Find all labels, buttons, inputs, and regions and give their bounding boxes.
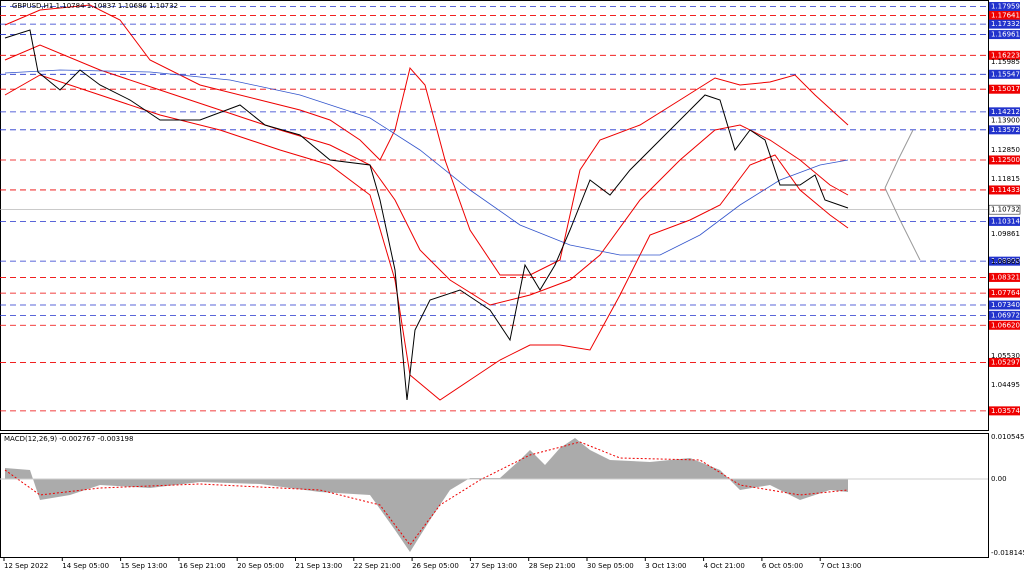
time-label: 26 Sep 05:00 — [412, 562, 459, 570]
level-label: 1.03574 — [991, 407, 1020, 415]
macd-frame — [0, 433, 989, 558]
macd-axis-label: -0.018145 — [991, 549, 1024, 557]
time-label: 28 Sep 21:00 — [529, 562, 576, 570]
projection-down — [884, 187, 921, 261]
price-label: 1.04495 — [991, 381, 1020, 389]
level-label: 1.15547 — [991, 70, 1020, 78]
level-label: 1.17641 — [991, 11, 1020, 19]
level-label: 1.16223 — [991, 51, 1020, 59]
time-label: 22 Sep 21:00 — [354, 562, 401, 570]
level-tag — [989, 30, 1020, 40]
time-label: 12 Sep 2022 — [4, 562, 48, 570]
level-tag — [989, 310, 1020, 320]
macd-axis-label: 0.00 — [991, 475, 1007, 483]
time-label: 30 Sep 05:00 — [587, 562, 634, 570]
time-label: 15 Sep 13:00 — [121, 562, 168, 570]
price-path — [4, 29, 849, 401]
current-price: 1.10732 — [991, 206, 1020, 214]
time-label: 6 Oct 05:00 — [762, 562, 803, 570]
time-label: 3 Oct 13:00 — [645, 562, 686, 570]
time-label: 16 Sep 21:00 — [179, 562, 226, 570]
time-label: 20 Sep 05:00 — [237, 562, 284, 570]
bollinger-lower — [4, 74, 849, 401]
level-tag — [989, 357, 1020, 367]
level-tag — [989, 288, 1020, 298]
level-label: 1.10314 — [991, 217, 1020, 225]
level-tag — [989, 2, 1020, 12]
level-label: 1.17332 — [991, 20, 1020, 28]
macd-title: MACD(12,26,9) -0.002767 -0.003198 — [4, 435, 133, 443]
level-tag — [989, 69, 1020, 79]
price-label: 1.11815 — [991, 175, 1020, 183]
level-label: 1.08900 — [991, 257, 1020, 265]
time-label: 7 Oct 13:00 — [820, 562, 861, 570]
moving-average — [4, 69, 849, 256]
level-label: 1.16961 — [991, 31, 1020, 39]
level-tag — [989, 406, 1020, 416]
price-label: 1.05530 — [991, 352, 1020, 360]
macd-signal — [4, 441, 849, 546]
level-label: 1.15017 — [991, 85, 1020, 93]
level-label: 1.14212 — [991, 108, 1020, 116]
macd-histogram — [5, 438, 848, 552]
level-tag — [989, 84, 1020, 94]
level-label: 1.13572 — [991, 126, 1020, 134]
main-frame — [0, 0, 989, 431]
level-label: 1.07340 — [991, 301, 1020, 309]
time-label: 14 Sep 05:00 — [62, 562, 109, 570]
level-label: 1.06972 — [991, 311, 1020, 319]
level-label: 1.05297 — [991, 358, 1020, 366]
level-label: 1.07764 — [991, 289, 1020, 297]
level-label: 1.11433 — [991, 186, 1020, 194]
level-tag — [989, 125, 1020, 135]
level-tag — [989, 155, 1020, 165]
chart-header: GBPUSD,H1 1.10784 1.10837 1.10686 1.1073… — [12, 2, 178, 10]
price-label: 1.15985 — [991, 58, 1020, 66]
level-tag — [989, 216, 1020, 226]
level-tag — [989, 19, 1020, 29]
time-label: 27 Sep 13:00 — [470, 562, 517, 570]
macd-axis-label: 0.010545 — [991, 433, 1024, 441]
price-label: 1.09861 — [991, 230, 1020, 238]
level-tag — [989, 10, 1020, 20]
level-tag — [989, 185, 1020, 195]
price-label: 1.13900 — [991, 117, 1020, 125]
level-tag — [989, 300, 1020, 310]
level-tag — [989, 107, 1020, 117]
level-label: 1.12500 — [991, 156, 1020, 164]
level-label: 1.17959 — [991, 3, 1020, 11]
bollinger-upper — [4, 4, 849, 276]
price-label: 1.12850 — [991, 146, 1020, 154]
level-tag — [989, 256, 1020, 266]
time-label: 21 Sep 13:00 — [296, 562, 343, 570]
level-label: 1.08321 — [991, 273, 1020, 281]
price-label: 1.08865 — [991, 258, 1020, 266]
level-tag — [989, 272, 1020, 282]
level-tag — [989, 320, 1020, 330]
level-tag — [989, 50, 1020, 60]
level-label: 1.06620 — [991, 321, 1020, 329]
projection-up — [884, 129, 914, 189]
current-price-tag — [988, 204, 1021, 215]
time-label: 4 Oct 21:00 — [704, 562, 745, 570]
levels — [0, 6, 988, 412]
